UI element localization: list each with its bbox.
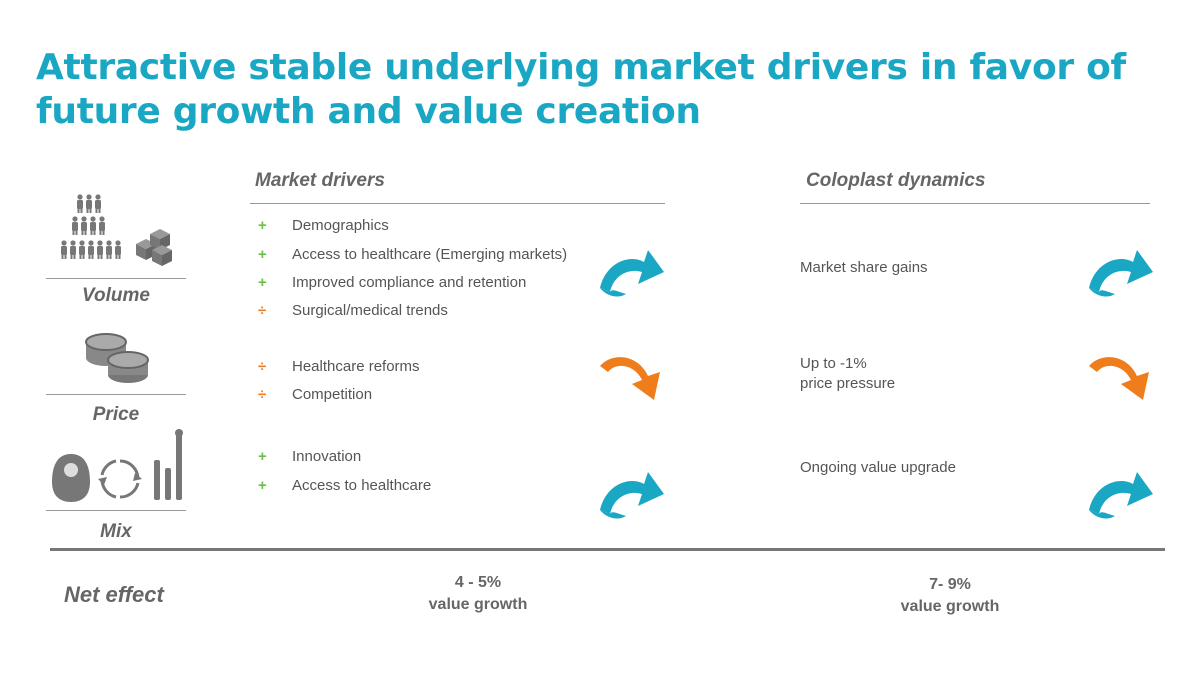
- driver-item: ÷ Healthcare reforms: [258, 358, 420, 375]
- curved-up-arrow-icon: [1089, 250, 1153, 297]
- volume-label: Volume: [82, 285, 150, 306]
- driver-item: + Access to healthcare (Emerging markets): [258, 246, 568, 263]
- driver-item: + Access to healthcare: [258, 477, 432, 494]
- market-drivers-header: Market drivers: [255, 170, 385, 191]
- market-net-effect: 4 - 5% value growth: [428, 574, 528, 613]
- coins-icon: [85, 333, 149, 383]
- coloplast-header-divider: [800, 203, 1150, 204]
- driver-item: ÷ Competition: [258, 386, 373, 403]
- curved-down-arrow-icon: [600, 357, 660, 400]
- price-divider: [46, 394, 186, 395]
- curved-down-arrow-icon: [1089, 357, 1149, 400]
- price-label: Price: [92, 404, 140, 425]
- mix-label: Mix: [100, 521, 132, 542]
- coloplast-net-effect: 7- 9% value growth: [900, 576, 1000, 615]
- cycle-arrows-icon: [98, 459, 142, 499]
- ostomy-bag-icon: [52, 454, 90, 502]
- boxes-icon: [136, 229, 172, 266]
- curved-up-arrow-icon: [600, 250, 664, 297]
- coloplast-dynamics-header: Coloplast dynamics: [806, 170, 986, 191]
- curved-up-arrow-icon: [600, 472, 664, 519]
- market-header-divider: [250, 203, 665, 204]
- catheter-icon: [154, 429, 183, 500]
- net-effect-divider: [50, 548, 1165, 551]
- driver-item: ÷ Surgical/medical trends: [258, 302, 448, 319]
- driver-item: + Innovation: [258, 448, 362, 465]
- price-dynamics: Up to -1% price pressure: [800, 355, 896, 392]
- net-effect-label: Net effect: [64, 582, 164, 607]
- curved-up-arrow-icon: [1089, 472, 1153, 519]
- volume-dynamics: Market share gains: [800, 259, 928, 276]
- driver-item: + Demographics: [258, 217, 389, 234]
- page-title: Attractive stable underlying market driv…: [36, 47, 1126, 132]
- volume-divider: [46, 278, 186, 279]
- mix-divider: [46, 510, 186, 511]
- driver-item: + Improved compliance and retention: [258, 274, 527, 291]
- mix-dynamics: Ongoing value upgrade: [800, 459, 956, 476]
